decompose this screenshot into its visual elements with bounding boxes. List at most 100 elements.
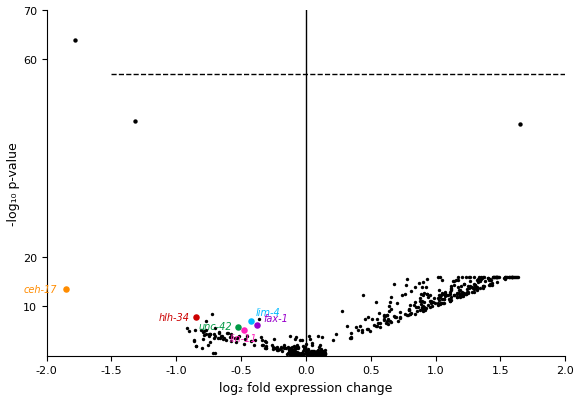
- Point: [425, 298, 435, 304]
- Point: [452, 294, 461, 300]
- Point: [284, 344, 293, 351]
- Point: [227, 331, 236, 338]
- Point: [415, 295, 425, 302]
- Point: [419, 307, 428, 314]
- Point: [457, 291, 466, 297]
- Point: [460, 290, 469, 297]
- Point: [422, 276, 432, 282]
- Point: [505, 274, 514, 280]
- Point: [446, 283, 456, 290]
- Point: [446, 294, 456, 300]
- Point: [304, 351, 314, 358]
- Point: [315, 351, 325, 358]
- Point: [382, 318, 392, 325]
- Point: [313, 351, 322, 358]
- Point: [287, 344, 296, 351]
- Point: [273, 347, 282, 354]
- Point: [495, 274, 504, 280]
- Point: [308, 342, 317, 348]
- Point: [296, 350, 305, 357]
- Point: [273, 347, 282, 353]
- Point: [296, 351, 305, 358]
- Point: [424, 302, 433, 309]
- Point: [303, 349, 313, 355]
- Point: [260, 338, 270, 344]
- Point: [210, 334, 220, 340]
- Point: [268, 346, 278, 352]
- Point: [310, 350, 320, 356]
- Point: [320, 351, 329, 358]
- Point: [404, 306, 414, 313]
- Point: [418, 303, 428, 310]
- Point: [433, 296, 443, 302]
- Point: [462, 286, 471, 292]
- Point: [315, 349, 325, 356]
- Point: [299, 344, 309, 350]
- Point: [493, 274, 502, 280]
- Point: [257, 337, 267, 344]
- Point: [318, 351, 328, 357]
- Point: [285, 349, 294, 356]
- Point: [426, 300, 436, 306]
- Point: [440, 289, 449, 296]
- Point: [455, 288, 464, 294]
- Point: [254, 316, 263, 322]
- Point: [454, 277, 463, 283]
- Point: [291, 334, 300, 341]
- Point: [406, 311, 415, 318]
- Point: [314, 349, 323, 356]
- Point: [418, 292, 427, 298]
- Point: [425, 304, 435, 310]
- Point: [290, 351, 299, 357]
- Point: [217, 333, 226, 340]
- Point: [459, 282, 468, 288]
- Point: [301, 348, 310, 354]
- Point: [380, 313, 389, 320]
- Point: [269, 336, 278, 343]
- Point: [383, 316, 393, 322]
- Point: [304, 345, 313, 352]
- Point: [475, 285, 485, 292]
- Point: [257, 342, 267, 348]
- Point: [469, 286, 478, 292]
- Point: [507, 274, 516, 280]
- Point: [196, 327, 206, 334]
- Point: [383, 321, 393, 328]
- Point: [293, 345, 303, 352]
- Point: [485, 281, 494, 288]
- Point: [484, 277, 493, 284]
- Point: [423, 292, 432, 298]
- Point: [478, 284, 487, 290]
- Point: [239, 327, 248, 334]
- Point: [199, 332, 209, 339]
- Point: [234, 324, 243, 330]
- Point: [418, 298, 427, 304]
- Point: [291, 344, 300, 351]
- Point: [419, 307, 429, 314]
- Point: [395, 314, 404, 321]
- Point: [453, 284, 462, 290]
- Point: [386, 318, 395, 324]
- Point: [493, 274, 502, 280]
- Point: [321, 350, 330, 356]
- Point: [308, 340, 317, 346]
- Point: [306, 348, 315, 354]
- Point: [504, 274, 514, 280]
- Point: [476, 276, 486, 283]
- Point: [301, 349, 310, 356]
- Point: [404, 312, 413, 318]
- Point: [435, 292, 444, 298]
- Point: [403, 312, 412, 318]
- Point: [410, 311, 419, 318]
- Point: [375, 324, 385, 330]
- Point: [480, 274, 489, 280]
- Point: [457, 283, 466, 290]
- Point: [502, 274, 511, 280]
- Point: [439, 296, 448, 302]
- Point: [433, 302, 442, 309]
- Y-axis label: -log₁₀ p-value: -log₁₀ p-value: [7, 142, 20, 225]
- Point: [314, 350, 323, 356]
- Point: [309, 351, 318, 358]
- Point: [479, 285, 488, 291]
- Point: [290, 350, 299, 357]
